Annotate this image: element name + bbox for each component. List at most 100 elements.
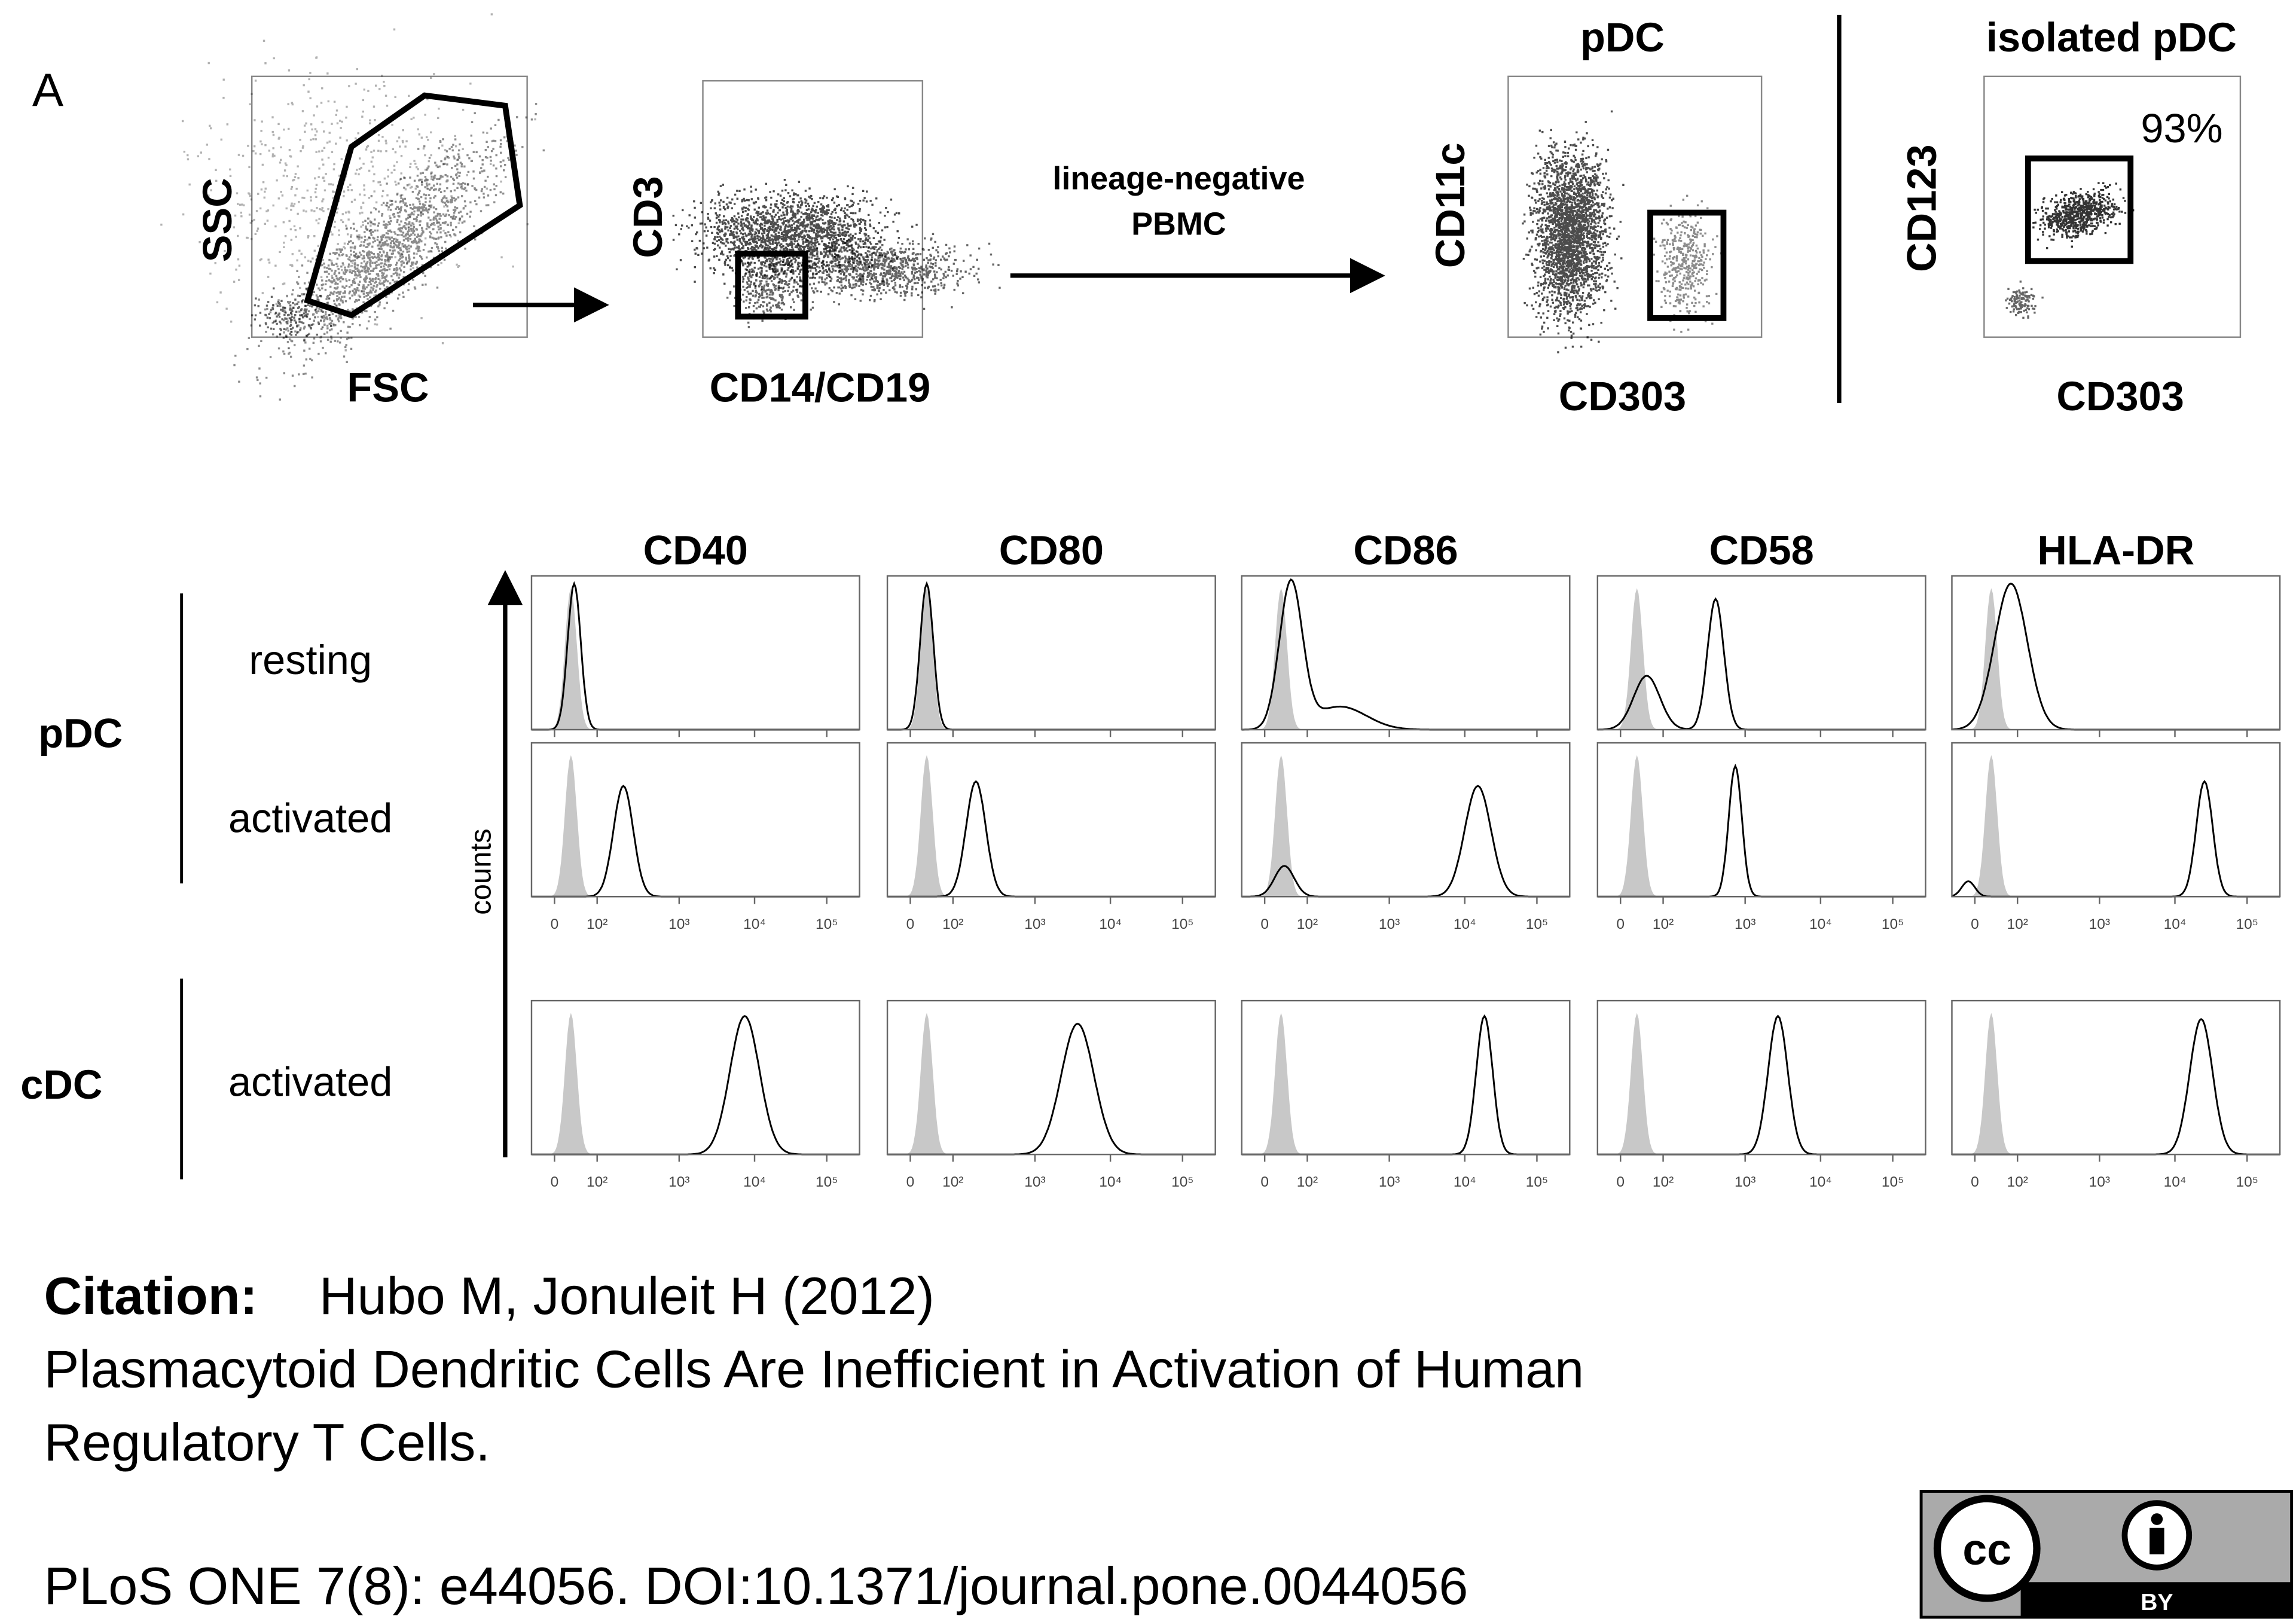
x-tick-label: 10³: [668, 1174, 689, 1190]
condition-label: resting: [249, 637, 372, 683]
isotype-histogram: [1241, 588, 1570, 730]
histograms: CD40 CD80 CD86 CD58 HLA-DR 0 10² 10³ 10⁴ 10⁵ 0 10² 1…: [530, 527, 2281, 1190]
marker-label: CD58: [1709, 527, 1813, 573]
x-tick-label: 10³: [1379, 916, 1400, 932]
license-bar: [2020, 1582, 2292, 1618]
axis-label: CD303: [2056, 373, 2184, 419]
gating-frames: [251, 75, 2242, 338]
x-tick-label: 10⁵: [1882, 1174, 1904, 1190]
dot-cloud: [1648, 194, 1723, 333]
histogram-frame: [1596, 999, 1926, 1155]
isotype-histogram: [887, 1013, 1216, 1155]
cc-license: cc BY: [1919, 1490, 2294, 1619]
citation: Citation: Hubo M, Jonuleit H (2012) Plas…: [44, 1266, 1584, 1615]
arrow-label: lineage-negative: [1052, 160, 1305, 196]
x-tick-label: 10⁵: [816, 916, 838, 932]
histogram-frame: [1596, 575, 1926, 731]
x-tick-label: 10⁴: [743, 1174, 766, 1190]
gate: [304, 92, 523, 319]
x-tick-label: 10⁴: [1099, 1174, 1122, 1190]
dot-cloud: [251, 287, 338, 350]
histogram-frame: [1951, 999, 2281, 1155]
isotype-histogram: [887, 755, 1216, 897]
histogram-frame: [1241, 575, 1571, 731]
dot-cloud: [2032, 182, 2135, 249]
citation-title: Regulatory T Cells.: [44, 1413, 490, 1472]
citation-title: Plasmacytoid Dendritic Cells Are Ineffic…: [44, 1340, 1584, 1399]
isotype-histogram: [1597, 755, 1926, 897]
x-tick-label: 0: [1260, 1174, 1269, 1190]
x-tick-label: 10³: [1735, 1174, 1755, 1190]
citation-label: Citation:: [44, 1266, 257, 1325]
marker-label: HLA-DR: [2037, 527, 2194, 573]
isotype-histogram: [531, 1013, 860, 1155]
x-tick-label: 10⁵: [1171, 1174, 1193, 1190]
dot-cloud: [726, 246, 814, 328]
histogram-labels: pDC cDC: [20, 710, 123, 1108]
by-icon-head: [2151, 1513, 2163, 1525]
histogram-frame: [1951, 742, 2281, 898]
histogram-frame: [1241, 999, 1571, 1155]
axis-label: FSC: [347, 364, 429, 410]
x-tick-label: 10³: [2089, 916, 2110, 932]
x-tick-label: 10⁴: [1809, 916, 1832, 932]
axis-label: CD14/CD19: [710, 364, 931, 410]
dot-cloud: [746, 233, 1001, 310]
gate-label: 93%: [2141, 105, 2222, 151]
axis-label: counts: [465, 828, 497, 914]
x-tick-label: 10⁵: [816, 1174, 838, 1190]
scatter-dots: [160, 13, 2135, 401]
x-tick-label: 10²: [942, 916, 963, 932]
arrow-label: PBMC: [1131, 206, 1226, 242]
axis-label: CD123: [1899, 144, 1945, 272]
isotype-histogram: [1952, 588, 2280, 730]
x-tick-label: 0: [1971, 1174, 1979, 1190]
x-tick-label: 10⁴: [2164, 1174, 2187, 1190]
plot-frame: [251, 75, 528, 338]
x-tick-label: 10⁴: [1809, 1174, 1832, 1190]
plot-title: isolated pDC: [1986, 14, 2237, 60]
histogram-frame: [886, 999, 1216, 1155]
x-tick-label: 0: [1616, 916, 1625, 932]
x-tick-label: 10⁵: [1526, 1174, 1548, 1190]
x-tick-label: 10²: [942, 1174, 963, 1190]
citation-authors: Hubo M, Jonuleit H (2012): [319, 1266, 935, 1325]
gating-labels: SSC FSC CD3 CD14/CD19 pDC CD11c CD303 is…: [194, 14, 2237, 419]
cc-text: cc: [1962, 1525, 2011, 1574]
x-tick-label: 0: [1616, 1174, 1625, 1190]
isotype-histogram: [1241, 755, 1570, 897]
x-tick-label: 10⁴: [1454, 916, 1476, 932]
cc-circle: [1933, 1495, 2041, 1602]
histogram-frame: [1951, 575, 2281, 731]
condition-label: activated: [228, 795, 392, 841]
plot-frame: [702, 80, 924, 338]
condition-labels: resting activated activated counts: [228, 637, 497, 1105]
x-tick-label: 10³: [1024, 916, 1045, 932]
x-tick-label: 10²: [1297, 1174, 1318, 1190]
axis-label: CD3: [625, 176, 671, 258]
isotype-histogram: [531, 588, 860, 730]
x-tick-label: 10⁵: [2236, 1174, 2258, 1190]
citation-reference: PLoS ONE 7(8): e44056. DOI:10.1371/journ…: [44, 1556, 1468, 1615]
x-tick-label: 0: [551, 1174, 559, 1190]
x-tick-label: 10⁵: [1171, 916, 1193, 932]
isotype-histogram: [531, 755, 860, 897]
x-tick-label: 0: [906, 1174, 915, 1190]
axis-label: CD11c: [1427, 142, 1473, 268]
gate: [2025, 156, 2134, 264]
histogram-frame: [530, 999, 860, 1155]
x-tick-label: 10⁴: [743, 916, 766, 932]
x-tick-label: 10²: [1653, 916, 1674, 932]
by-icon-body: [2150, 1527, 2164, 1554]
isotype-histogram: [887, 588, 1216, 730]
histogram-frame: [886, 742, 1216, 898]
x-tick-label: 10⁵: [1882, 916, 1904, 932]
plot-frame: [1983, 75, 2242, 338]
x-tick-label: 10²: [1653, 1174, 1674, 1190]
panel-label: A: [32, 63, 64, 116]
isotype-histogram: [1952, 755, 2280, 897]
plot-title: pDC: [1580, 14, 1665, 60]
x-tick-label: 10²: [587, 916, 607, 932]
x-tick-label: 10²: [587, 1174, 607, 1190]
